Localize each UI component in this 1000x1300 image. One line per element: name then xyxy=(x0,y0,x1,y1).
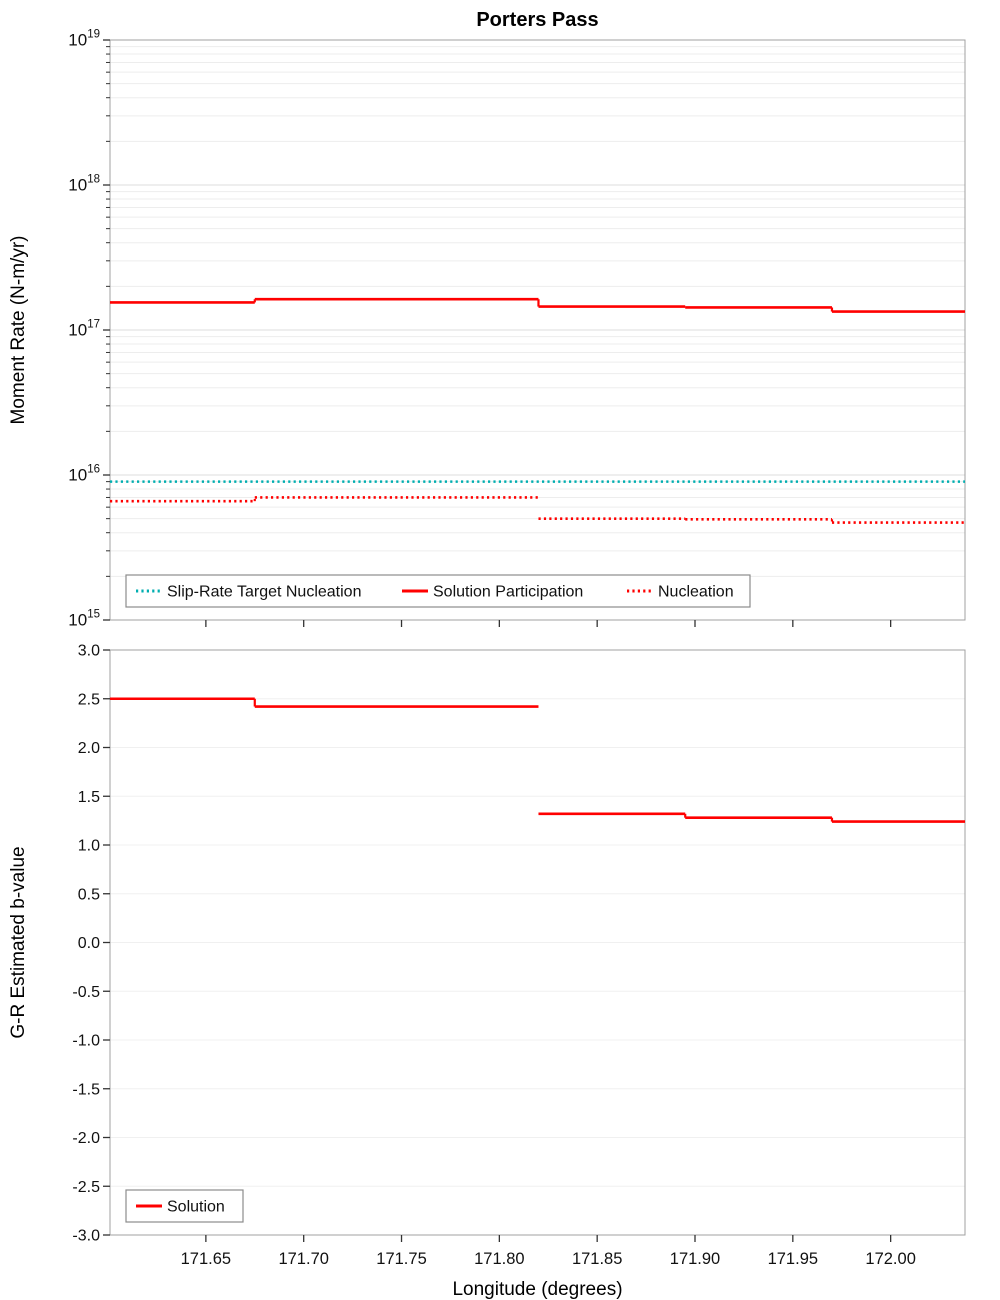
y-tick-label: 1015 xyxy=(68,609,100,630)
x-tick-label: 171.85 xyxy=(572,1250,622,1268)
y-tick-label: -2.0 xyxy=(72,1130,100,1147)
y-axis: 3.0 2.5 2.0 1.5 1.0 0.5 0.0 -0.5 -1.0 -1.5 -2.0 -2.… xyxy=(72,643,110,1245)
legend-label: Slip-Rate Target Nucleation xyxy=(167,584,361,601)
y-axis-label: Moment Rate (N-m/yr) xyxy=(8,236,29,425)
panel-top: 1015 1016 1017 1018 1019 Slip-Rate Target Nuc… xyxy=(8,9,966,630)
x-tick-label: 171.70 xyxy=(278,1250,328,1268)
x-tick-label: 172.00 xyxy=(865,1250,915,1268)
legend-label: Solution Participation xyxy=(433,584,583,601)
legend-label: Solution xyxy=(167,1199,225,1216)
y-axis: 1015 1016 1017 1018 1019 xyxy=(68,29,110,630)
y-tick-label: 0.0 xyxy=(78,935,100,952)
panel-bottom: 3.0 2.5 2.0 1.5 1.0 0.5 0.0 -0.5 -1.0 -1.5 -2.0 -2.… xyxy=(8,643,966,1300)
gridlines xyxy=(110,649,965,1236)
chart-title: Porters Pass xyxy=(476,9,598,31)
series-solution xyxy=(110,697,965,823)
x-tick-label: 171.80 xyxy=(474,1250,524,1268)
y-tick-label: 1016 xyxy=(68,464,100,485)
legend: Solution xyxy=(125,1189,244,1223)
y-tick-label: 1.5 xyxy=(78,789,100,806)
x-axis-label: Longitude (degrees) xyxy=(452,1279,622,1300)
y-tick-label: 1018 xyxy=(68,174,100,195)
x-tick-label: 171.90 xyxy=(670,1250,720,1268)
y-tick-label: -2.5 xyxy=(72,1179,100,1196)
gridlines xyxy=(110,46,965,621)
y-tick-label: -3.0 xyxy=(72,1228,100,1245)
series-solution-participation xyxy=(110,297,965,313)
series-nucleation xyxy=(110,496,965,524)
legend: Slip-Rate Target Nucleation Solution Part… xyxy=(125,574,751,608)
x-tick-label: 171.95 xyxy=(768,1250,818,1268)
y-tick-label: 1019 xyxy=(68,29,100,50)
y-tick-label: 1017 xyxy=(68,319,100,340)
y-tick-label: -0.5 xyxy=(72,984,100,1001)
y-tick-label: 1.0 xyxy=(78,838,100,855)
y-tick-label: -1.0 xyxy=(72,1033,100,1050)
y-tick-label: 3.0 xyxy=(78,643,100,660)
x-axis: 171.65 171.70 171.75 171.80 171.85 171.90 171.… xyxy=(181,1235,916,1268)
y-tick-label: 0.5 xyxy=(78,886,100,903)
y-axis-label: G-R Estimated b-value xyxy=(8,846,29,1038)
x-tick-label: 171.65 xyxy=(181,1250,231,1268)
x-tick-label: 171.75 xyxy=(376,1250,426,1268)
y-tick-label: 2.5 xyxy=(78,691,100,708)
legend-label: Nucleation xyxy=(658,584,734,601)
y-tick-label: 2.0 xyxy=(78,740,100,757)
y-tick-label: -1.5 xyxy=(72,1081,100,1098)
legend-box xyxy=(125,574,751,608)
x-axis xyxy=(205,620,892,627)
